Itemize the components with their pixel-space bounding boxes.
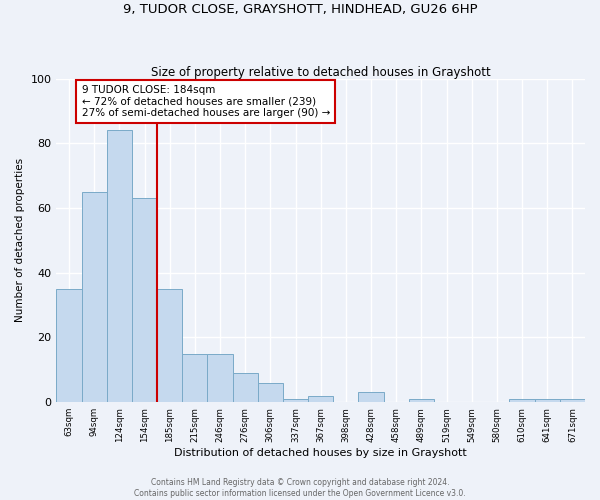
Bar [132,198,157,402]
Bar [107,130,132,402]
Bar [82,192,107,402]
Bar [157,289,182,402]
Bar [283,399,308,402]
Bar [56,289,82,402]
Bar [358,392,383,402]
Text: 9, TUDOR CLOSE, GRAYSHOTT, HINDHEAD, GU26 6HP: 9, TUDOR CLOSE, GRAYSHOTT, HINDHEAD, GU2… [122,2,478,16]
Title: Size of property relative to detached houses in Grayshott: Size of property relative to detached ho… [151,66,491,78]
Bar [258,383,283,402]
Bar [233,373,258,402]
Bar [535,399,560,402]
Bar [208,354,233,402]
Bar [560,399,585,402]
Text: Contains HM Land Registry data © Crown copyright and database right 2024.
Contai: Contains HM Land Registry data © Crown c… [134,478,466,498]
Text: 9 TUDOR CLOSE: 184sqm
← 72% of detached houses are smaller (239)
27% of semi-det: 9 TUDOR CLOSE: 184sqm ← 72% of detached … [82,85,330,118]
Bar [509,399,535,402]
Bar [182,354,208,402]
Y-axis label: Number of detached properties: Number of detached properties [15,158,25,322]
Bar [409,399,434,402]
X-axis label: Distribution of detached houses by size in Grayshott: Distribution of detached houses by size … [175,448,467,458]
Bar [308,396,333,402]
